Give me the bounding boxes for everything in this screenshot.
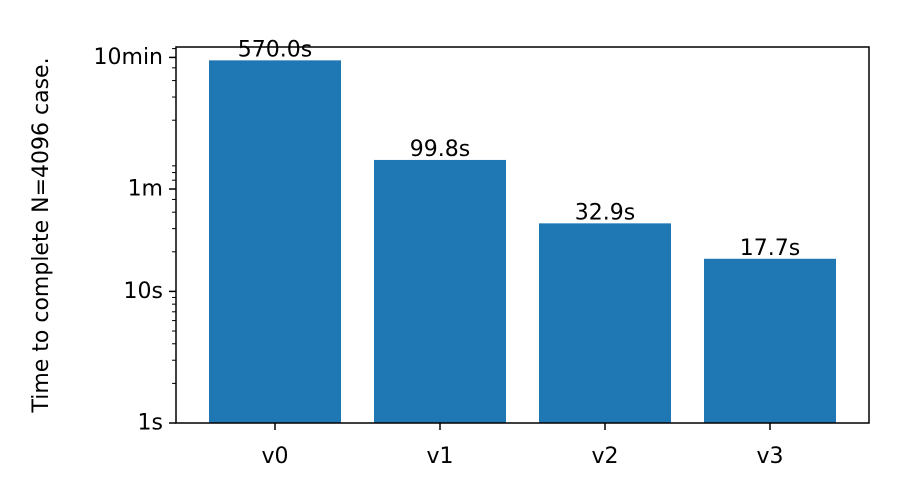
x-tick-label-v3: v3	[756, 444, 783, 469]
data-label-v0: 570.0s	[238, 37, 312, 62]
data-label-v1: 99.8s	[410, 137, 470, 162]
data-labels: 570.0s 99.8s 32.9s 17.7s	[238, 37, 800, 260]
y-tick-label-10min: 10min	[94, 45, 163, 70]
x-tick-label-v2: v2	[591, 444, 618, 469]
x-tick-label-v0: v0	[261, 444, 288, 469]
bar-v2	[539, 223, 671, 423]
y-major-ticks: 1s 10s 1m 10min	[94, 45, 176, 436]
x-tick-label-v1: v1	[426, 444, 453, 469]
data-label-v3: 17.7s	[740, 236, 800, 261]
bar-v1	[374, 159, 506, 423]
y-axis-label: Time to complete N=4096 case.	[29, 57, 54, 413]
plot-frame	[175, 46, 870, 424]
bars	[209, 60, 836, 423]
y-tick-label-10s: 10s	[124, 279, 163, 304]
bar-v3	[704, 258, 836, 423]
y-tick-label-1m: 1m	[128, 177, 163, 202]
data-label-v2: 32.9s	[575, 200, 635, 225]
bar-v0	[209, 60, 341, 423]
y-tick-label-1s: 1s	[138, 411, 163, 436]
x-ticks: v0 v1 v2 v3	[261, 423, 784, 469]
